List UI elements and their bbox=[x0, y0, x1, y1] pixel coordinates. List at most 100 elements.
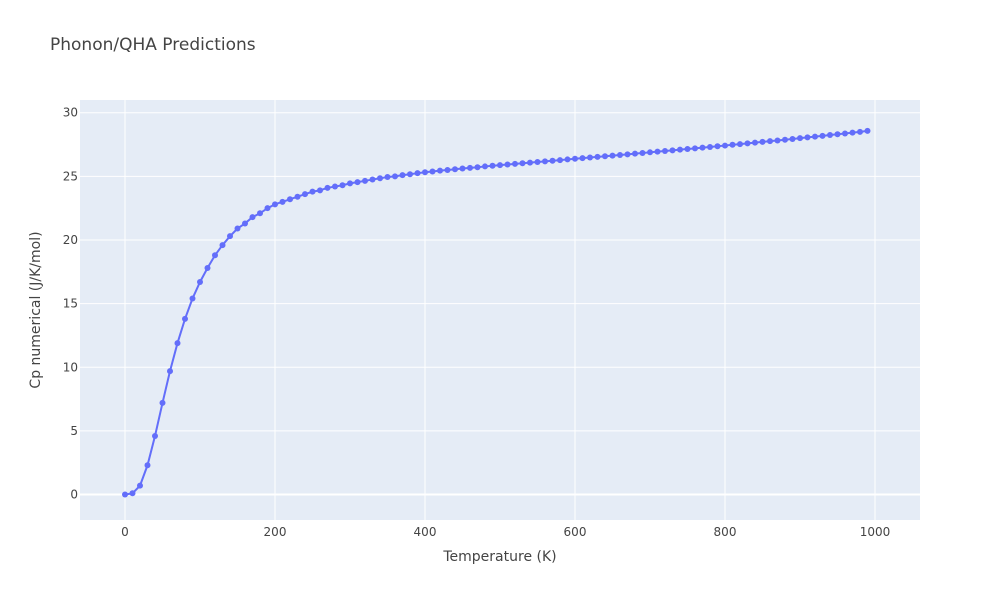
data-point[interactable] bbox=[579, 155, 586, 162]
data-point[interactable] bbox=[287, 196, 293, 203]
data-point[interactable] bbox=[677, 146, 683, 153]
data-point[interactable] bbox=[707, 143, 713, 150]
data-point[interactable] bbox=[602, 153, 608, 160]
data-point[interactable] bbox=[407, 171, 413, 178]
data-point[interactable] bbox=[857, 128, 863, 135]
data-point[interactable] bbox=[699, 144, 706, 151]
data-point[interactable] bbox=[842, 130, 848, 137]
data-point[interactable] bbox=[467, 164, 473, 171]
data-point[interactable] bbox=[459, 165, 466, 172]
data-point[interactable] bbox=[654, 148, 661, 155]
data-point[interactable] bbox=[639, 149, 646, 156]
data-point[interactable] bbox=[414, 170, 421, 177]
data-point[interactable] bbox=[744, 140, 751, 147]
data-point[interactable] bbox=[182, 315, 188, 322]
data-point[interactable] bbox=[279, 198, 286, 205]
data-point[interactable] bbox=[294, 193, 301, 200]
data-point[interactable] bbox=[819, 132, 826, 139]
data-point[interactable] bbox=[362, 177, 368, 184]
data-point[interactable] bbox=[264, 205, 271, 212]
data-point[interactable] bbox=[204, 265, 211, 271]
data-point[interactable] bbox=[384, 174, 391, 180]
data-point[interactable] bbox=[519, 160, 526, 167]
data-point[interactable] bbox=[129, 490, 136, 497]
data-point[interactable] bbox=[144, 462, 151, 469]
data-point[interactable] bbox=[302, 191, 308, 198]
data-point[interactable] bbox=[234, 225, 241, 232]
data-point[interactable] bbox=[249, 214, 256, 221]
data-point[interactable] bbox=[692, 145, 698, 152]
data-point[interactable] bbox=[684, 146, 691, 152]
data-point[interactable] bbox=[174, 340, 181, 347]
data-point[interactable] bbox=[324, 184, 331, 191]
data-point[interactable] bbox=[167, 368, 173, 375]
data-point[interactable] bbox=[332, 183, 338, 190]
data-point[interactable] bbox=[399, 172, 406, 179]
data-point[interactable] bbox=[549, 157, 556, 164]
data-point[interactable] bbox=[347, 180, 353, 187]
data-point[interactable] bbox=[647, 149, 653, 156]
data-point[interactable] bbox=[789, 135, 796, 142]
data-point[interactable] bbox=[152, 433, 158, 439]
data-point[interactable] bbox=[437, 167, 443, 174]
data-point[interactable] bbox=[594, 153, 601, 160]
data-point[interactable] bbox=[564, 156, 571, 163]
data-point[interactable] bbox=[159, 399, 166, 406]
data-point[interactable] bbox=[714, 143, 721, 150]
data-point[interactable] bbox=[489, 162, 496, 169]
data-point[interactable] bbox=[272, 201, 278, 208]
data-point[interactable] bbox=[632, 150, 638, 157]
data-point[interactable] bbox=[257, 210, 263, 217]
data-point[interactable] bbox=[729, 141, 736, 148]
data-point[interactable] bbox=[797, 135, 803, 142]
data-point[interactable] bbox=[527, 159, 533, 166]
data-point[interactable] bbox=[444, 167, 451, 173]
data-point[interactable] bbox=[474, 164, 481, 171]
data-point[interactable] bbox=[219, 242, 226, 249]
data-point[interactable] bbox=[377, 175, 383, 182]
data-point[interactable] bbox=[422, 169, 428, 176]
data-point[interactable] bbox=[849, 129, 856, 136]
data-point[interactable] bbox=[512, 160, 518, 167]
data-point[interactable] bbox=[482, 163, 488, 170]
data-point[interactable] bbox=[587, 154, 593, 161]
data-point[interactable] bbox=[497, 162, 503, 169]
data-point[interactable] bbox=[774, 137, 781, 144]
data-point[interactable] bbox=[609, 152, 616, 159]
data-point[interactable] bbox=[557, 157, 563, 164]
data-point[interactable] bbox=[752, 139, 758, 146]
data-point[interactable] bbox=[617, 151, 623, 158]
data-point[interactable] bbox=[572, 155, 578, 162]
data-point[interactable] bbox=[804, 134, 811, 141]
data-point[interactable] bbox=[722, 142, 728, 149]
data-point[interactable] bbox=[189, 295, 196, 302]
data-point[interactable] bbox=[309, 188, 316, 195]
data-point[interactable] bbox=[542, 158, 548, 165]
data-point[interactable] bbox=[122, 491, 128, 498]
data-point[interactable] bbox=[767, 138, 773, 145]
data-point[interactable] bbox=[662, 148, 668, 155]
data-point[interactable] bbox=[197, 279, 203, 285]
data-point[interactable] bbox=[369, 176, 376, 183]
data-point[interactable] bbox=[452, 166, 458, 173]
data-point[interactable] bbox=[339, 182, 346, 189]
data-point[interactable] bbox=[227, 233, 233, 240]
data-point[interactable] bbox=[317, 187, 323, 194]
data-point[interactable] bbox=[429, 168, 436, 175]
data-point[interactable] bbox=[759, 138, 766, 145]
data-point[interactable] bbox=[737, 141, 743, 148]
data-point[interactable] bbox=[534, 158, 541, 165]
data-point[interactable] bbox=[242, 220, 248, 227]
data-point[interactable] bbox=[782, 136, 788, 143]
data-point[interactable] bbox=[392, 173, 398, 180]
data-point[interactable] bbox=[504, 161, 511, 168]
data-point[interactable] bbox=[354, 179, 361, 186]
data-point[interactable] bbox=[812, 133, 818, 140]
data-point[interactable] bbox=[827, 132, 833, 138]
data-point[interactable] bbox=[137, 482, 143, 489]
data-point[interactable] bbox=[212, 252, 218, 259]
data-point[interactable] bbox=[834, 131, 841, 138]
data-point[interactable] bbox=[669, 147, 676, 154]
data-point[interactable] bbox=[624, 151, 631, 158]
data-point[interactable] bbox=[864, 127, 871, 134]
